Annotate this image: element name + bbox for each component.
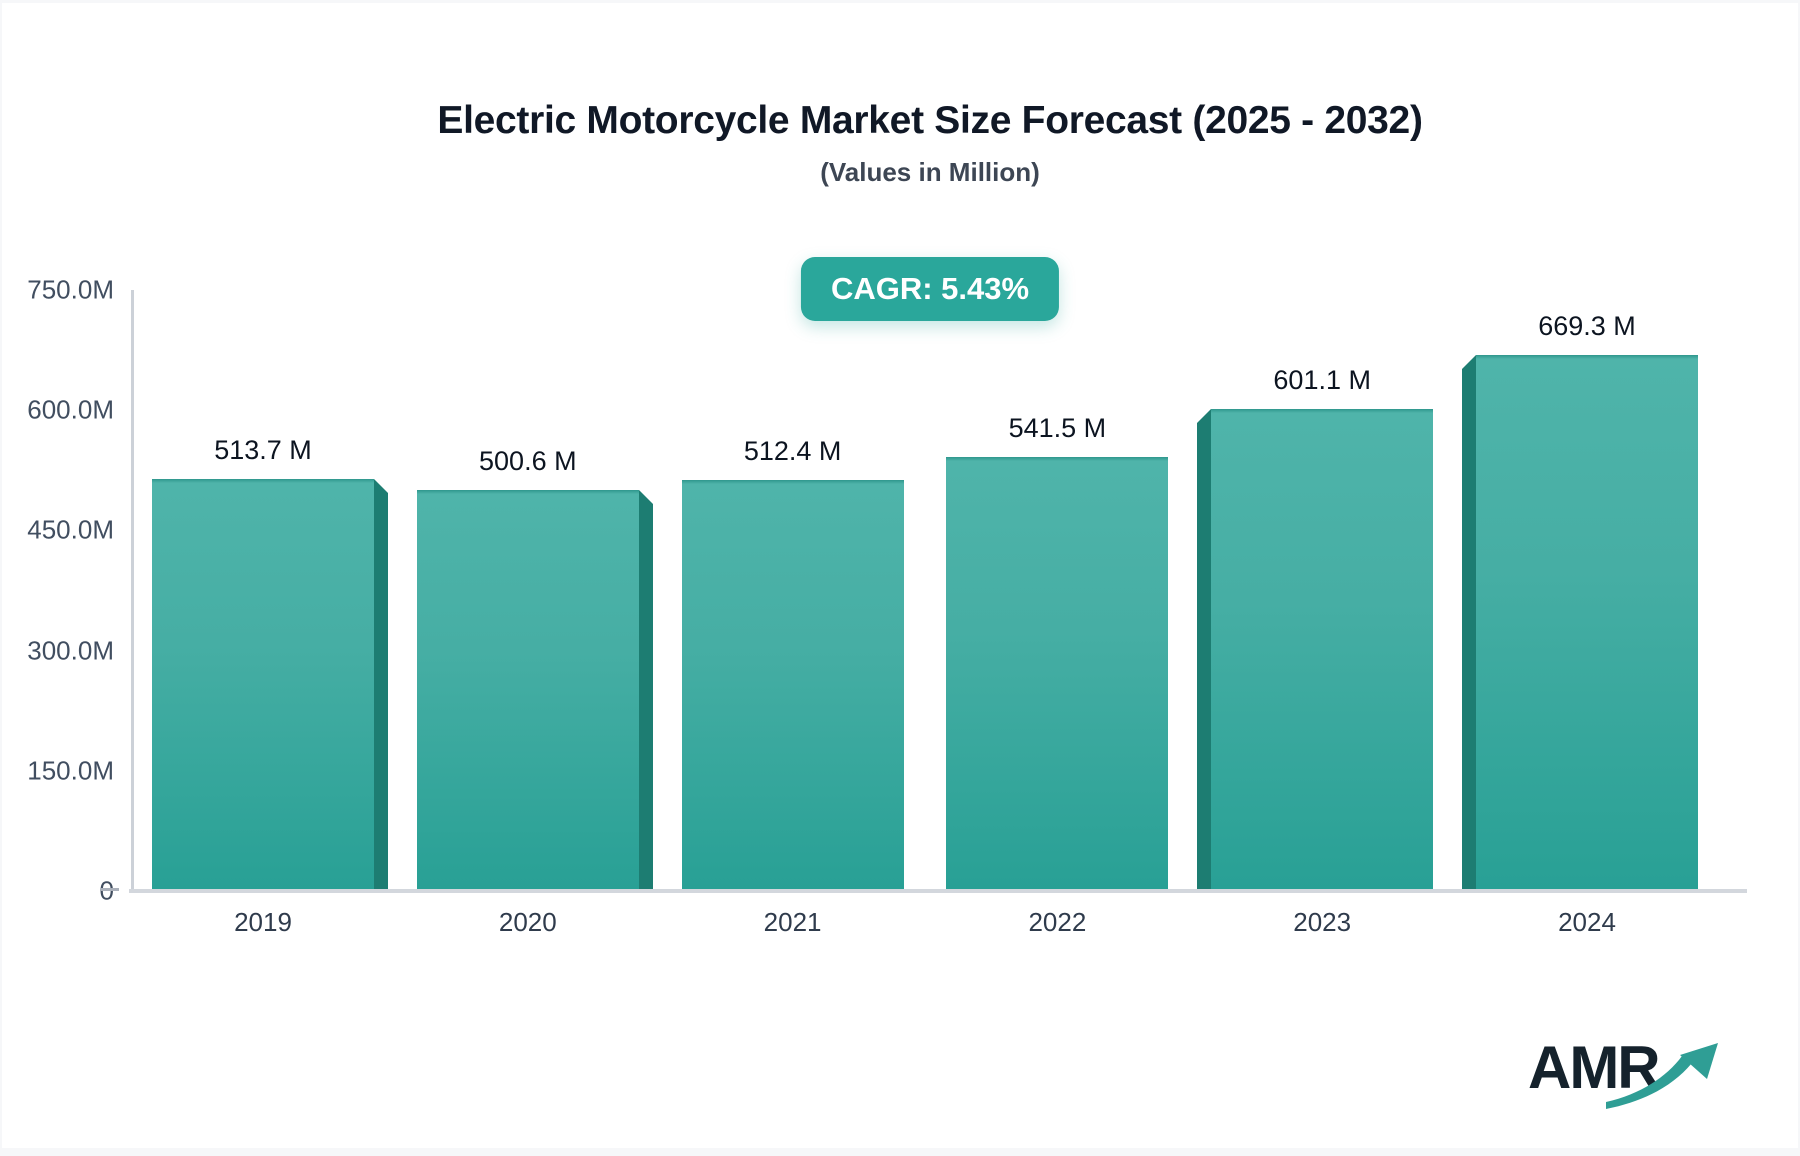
y-tick-label: 300.0M bbox=[27, 635, 114, 666]
y-tick-label: 600.0M bbox=[27, 394, 114, 425]
x-tick-label: 2023 bbox=[1293, 907, 1352, 937]
cagr-badge: CAGR: 5.43% bbox=[800, 257, 1060, 321]
y-tick-label: 150.0M bbox=[27, 755, 114, 786]
bar-front-face bbox=[416, 489, 639, 891]
chart-subtitle: (Values in Million) bbox=[820, 157, 1040, 187]
bar-2023 bbox=[1197, 409, 1434, 891]
bar-front-face bbox=[152, 479, 374, 891]
x-tick-label: 2020 bbox=[498, 907, 557, 937]
growth-arrow-icon bbox=[1606, 1043, 1718, 1109]
y-tick-label: 750.0M bbox=[27, 274, 114, 305]
chart-title: Electric Motorcycle Market Size Forecast… bbox=[437, 99, 1423, 142]
bar-side-face bbox=[638, 489, 653, 891]
y-axis-line bbox=[131, 290, 134, 891]
bars-layer bbox=[132, 290, 1722, 891]
y-axis-tick-labels: 750.0M 600.0M 450.0M 300.0M 150.0M 0 bbox=[2, 275, 114, 906]
x-tick-label: 2022 bbox=[1028, 907, 1087, 937]
bar-2020 bbox=[416, 489, 653, 891]
bar-front-face bbox=[946, 457, 1169, 891]
chart-header: Electric Motorcycle Market Size Forecast… bbox=[58, 99, 1800, 188]
bar-side-face bbox=[1197, 409, 1212, 891]
chart-card: Electric Motorcycle Market Size Forecast… bbox=[2, 3, 1798, 1148]
y-tick-label: 0 bbox=[100, 876, 114, 907]
y-tick-label: 450.0M bbox=[27, 514, 114, 545]
plot-area bbox=[132, 290, 1722, 891]
bar-side-face bbox=[374, 479, 388, 891]
x-tick-label: 2019 bbox=[234, 907, 292, 937]
bar-2021 bbox=[681, 480, 904, 891]
bar-2024 bbox=[1462, 354, 1698, 891]
x-axis-line bbox=[129, 889, 1747, 893]
x-axis-tick-labels: 2019 2020 2021 2022 2023 2024 bbox=[132, 907, 1722, 947]
bar-front-face bbox=[681, 480, 904, 891]
amr-logo-text: AMR bbox=[1528, 1034, 1661, 1101]
amr-logo: AMR bbox=[1528, 1033, 1728, 1123]
bar-front-face bbox=[1211, 409, 1434, 891]
zero-tick-mark bbox=[101, 888, 119, 891]
bar-side-face bbox=[1462, 354, 1476, 891]
x-tick-label: 2021 bbox=[763, 907, 822, 937]
bar-front-face bbox=[1476, 354, 1698, 891]
bar-2019 bbox=[152, 479, 388, 891]
x-tick-label: 2024 bbox=[1558, 907, 1616, 937]
bar-2022 bbox=[946, 457, 1169, 891]
